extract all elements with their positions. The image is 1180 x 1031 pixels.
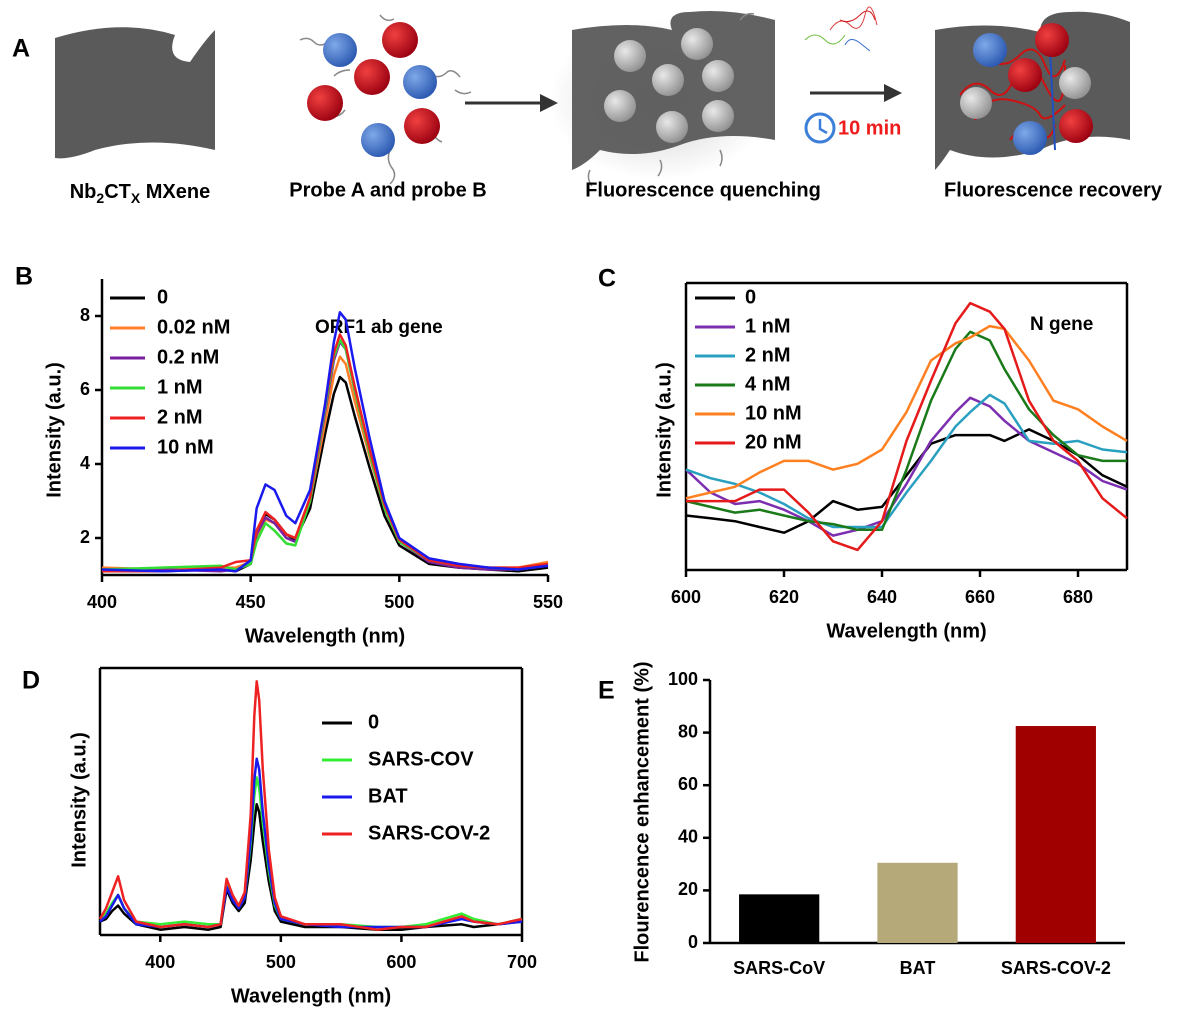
series-line [685,396,1128,537]
x-tick-label: 600 [386,952,416,972]
x-tick-label: 400 [87,592,117,612]
legend-label: SARS-COV [368,748,474,770]
series-line [686,301,1128,552]
x-tick-label: 400 [145,952,175,972]
panel-label: D [22,667,40,695]
mxene-sheet [55,27,215,159]
series-line [99,776,523,929]
x-tick-label: SARS-CoV [733,958,825,978]
legend-label: 1 nM [745,315,791,337]
legend-label: 10 nM [745,402,802,424]
bar [1015,726,1096,943]
probes-label: Probe A and probe B [289,179,486,201]
x-tick-label: 500 [384,592,414,612]
x-tick-label: SARS-COV-2 [1001,958,1111,978]
y-tick-label: 8 [80,305,90,325]
annotation: N gene [1030,314,1093,335]
x-tick-label: 620 [769,587,799,607]
legend-label: BAT [368,785,408,807]
x-tick-label: 680 [1063,587,1093,607]
schematic [55,6,1130,187]
series-line [685,324,1128,500]
x-axis-label: Wavelength (nm) [826,620,986,642]
legend-label: 2 nM [157,406,203,428]
legend-label: 20 nM [745,431,802,453]
panel-label: A [12,35,30,63]
x-tick-label: 700 [507,952,537,972]
recovery-label: Fluorescence recovery [944,179,1163,201]
panel-label: B [15,263,33,291]
y-axis-label: Intensity (a.u.) [43,362,65,498]
legend-label: 10 nM [157,436,214,458]
legend-label: 1 nM [157,376,203,398]
legend-label: 0.2 nM [157,346,219,368]
y-tick-label: 20 [678,879,698,899]
bar [877,862,958,943]
y-tick-label: 0 [688,932,698,952]
x-tick-label: 640 [867,587,897,607]
y-axis-label: Intensity (a.u.) [653,362,675,498]
legend-label: 4 nM [745,373,791,395]
series-line [685,393,1128,529]
x-tick-label: BAT [900,958,936,978]
series-line [685,428,1128,534]
y-tick-label: 4 [80,453,90,473]
x-tick-label: 550 [533,592,563,612]
series-line [685,330,1127,532]
x-axis-label: Wavelength (nm) [245,625,405,647]
y-tick-label: 60 [678,774,698,794]
y-axis-label: Flourencence enhancement (%) [631,661,653,962]
time-label: 10 min [838,117,901,139]
panel-label: C [598,265,616,293]
y-tick-label: 40 [678,827,698,847]
x-tick-label: 600 [671,587,701,607]
y-tick-label: 80 [678,721,698,741]
y-tick-label: 100 [668,669,698,689]
y-tick-label: 2 [80,527,90,547]
y-tick-label: 6 [80,379,90,399]
series-line [98,680,523,931]
legend-label: 0 [157,286,168,308]
quenching-label: Fluorescence quenching [585,179,821,201]
legend-label: 2 nM [745,344,791,366]
legend-label: 0 [368,711,379,733]
x-tick-label: 500 [266,952,296,972]
legend-label: 0.02 nM [157,316,230,338]
bar [739,894,820,943]
mxene-label: Nb2CTX MXene [70,181,211,205]
panel-label: E [598,677,615,705]
legend-label: SARS-COV-2 [368,822,490,844]
legend-label: 0 [745,286,756,308]
y-axis-label: Intensity (a.u.) [68,732,90,868]
x-axis-label: Wavelength (nm) [231,985,391,1007]
x-tick-label: 450 [236,592,266,612]
series-line [101,311,549,573]
x-tick-label: 660 [965,587,995,607]
